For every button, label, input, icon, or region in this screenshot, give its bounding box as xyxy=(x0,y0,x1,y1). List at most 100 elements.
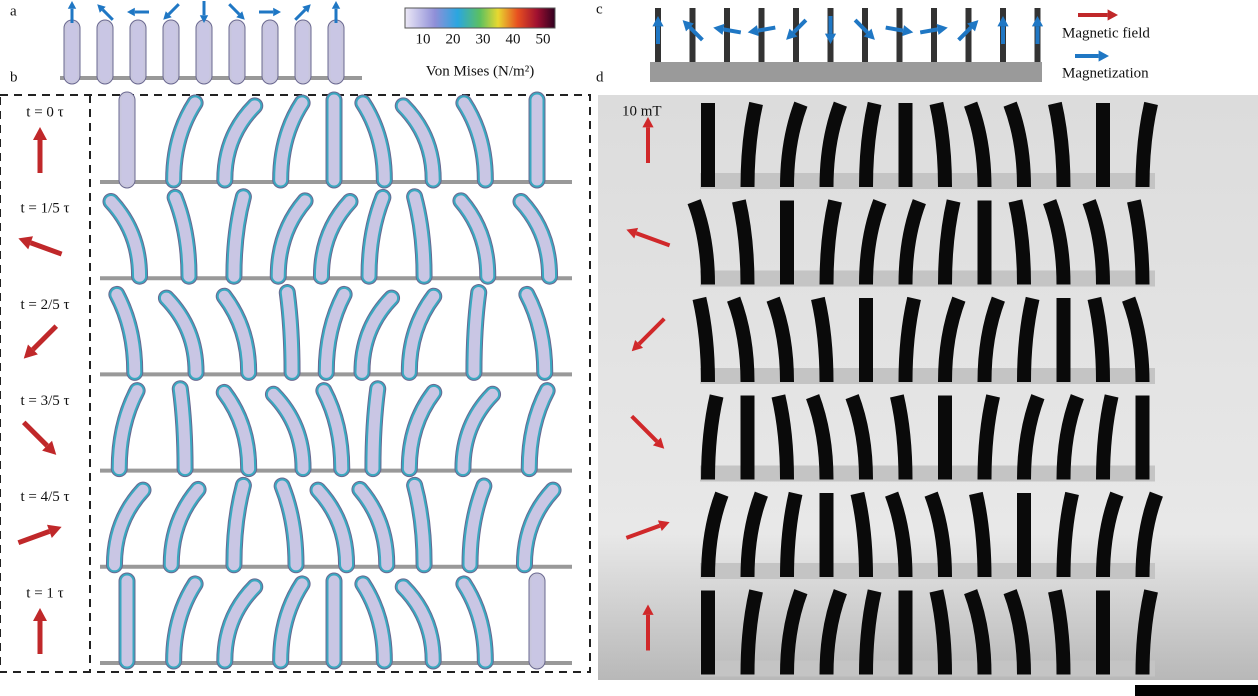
arrow-head xyxy=(1098,50,1109,62)
colorbar-label: Von Mises (N/m²) xyxy=(426,63,534,79)
row-label: t = 4/5 τ xyxy=(20,489,69,505)
pillar xyxy=(409,191,430,282)
arrow-head xyxy=(652,16,664,27)
arrow xyxy=(853,18,869,34)
arrow-head xyxy=(33,127,47,140)
pillar xyxy=(1003,589,1031,675)
arrow-head xyxy=(642,117,654,128)
row-label: t = 2/5 τ xyxy=(20,297,69,313)
pillar xyxy=(929,589,952,675)
pillar xyxy=(218,386,255,475)
arrow-head xyxy=(713,23,725,35)
pillar xyxy=(357,578,390,667)
arrow xyxy=(885,25,904,33)
arrow xyxy=(635,231,671,248)
pillar xyxy=(732,199,755,285)
pillar xyxy=(1017,394,1045,480)
panel-label: b xyxy=(10,69,18,85)
arrow-head xyxy=(642,604,654,615)
arrow-head xyxy=(273,7,281,17)
photo-area xyxy=(598,95,1258,680)
pillar xyxy=(275,578,308,667)
pillar xyxy=(219,581,261,667)
pillar xyxy=(964,101,992,188)
pillar xyxy=(228,191,249,282)
row-label: t = 1/5 τ xyxy=(20,201,69,217)
arrow xyxy=(101,8,114,21)
pillar xyxy=(357,97,390,186)
colorbar-tick: 30 xyxy=(476,31,491,47)
arrow-head xyxy=(1107,9,1118,21)
pillar xyxy=(315,195,356,282)
pillar xyxy=(105,195,146,282)
pillar xyxy=(811,296,834,383)
pillar xyxy=(457,388,499,475)
pillar xyxy=(281,287,298,378)
pillar xyxy=(793,8,799,62)
pillar xyxy=(890,394,913,480)
pillar xyxy=(165,483,204,571)
pillar xyxy=(1082,199,1110,285)
pillar xyxy=(859,199,887,285)
pillar xyxy=(1008,199,1031,285)
pillar xyxy=(806,394,834,480)
pillar xyxy=(898,296,921,383)
pillar xyxy=(111,288,141,378)
substrate xyxy=(650,62,1042,82)
arrow-head xyxy=(682,20,694,32)
pillar xyxy=(885,491,913,578)
pillar xyxy=(1135,101,1158,188)
pillar xyxy=(859,589,882,675)
arrow-head xyxy=(786,28,798,40)
pillar xyxy=(1043,199,1071,285)
pillar xyxy=(397,100,439,186)
pillar xyxy=(692,296,715,383)
pillar xyxy=(518,484,559,571)
pillar xyxy=(689,8,696,62)
pillar xyxy=(964,589,992,675)
pillar xyxy=(780,491,803,578)
arrow-head xyxy=(163,11,172,20)
arrow-head xyxy=(33,608,47,621)
pillar xyxy=(174,383,191,475)
pillar xyxy=(354,483,393,571)
substrate xyxy=(700,660,1155,677)
colorbar-tick: 40 xyxy=(506,31,521,47)
pillar xyxy=(403,290,440,378)
pillar xyxy=(1056,491,1079,578)
pillar xyxy=(740,589,763,675)
pillar xyxy=(458,97,491,186)
row-label: t = 3/5 τ xyxy=(20,393,69,409)
pillar xyxy=(766,296,794,383)
pillar xyxy=(521,288,551,378)
pillar xyxy=(1056,394,1084,480)
arrow-head xyxy=(626,227,639,239)
pillar xyxy=(275,97,308,186)
pillar xyxy=(1048,589,1071,675)
pillar xyxy=(458,578,491,667)
arrow xyxy=(637,317,666,346)
pillar xyxy=(113,385,143,475)
pillar xyxy=(965,8,972,62)
field-strength: 10 mT xyxy=(622,103,662,119)
pillar xyxy=(1135,589,1158,675)
pillar xyxy=(403,386,440,475)
pillar xyxy=(320,288,350,378)
pillar xyxy=(898,199,926,285)
arrow xyxy=(17,529,51,546)
panel-label: c xyxy=(596,1,603,17)
substrate xyxy=(700,465,1155,482)
arrow xyxy=(792,18,808,34)
pillar xyxy=(1127,199,1150,285)
arrow xyxy=(228,3,241,16)
pillar xyxy=(312,484,353,571)
panel-b-frame xyxy=(0,94,591,673)
pillar xyxy=(977,296,1005,383)
arrow-head xyxy=(97,4,106,13)
arrow-head xyxy=(127,7,135,17)
colorbar-tick: 10 xyxy=(416,31,431,47)
pillar xyxy=(160,292,202,378)
pillar xyxy=(168,97,201,186)
pillar xyxy=(276,480,302,571)
pillar xyxy=(397,581,439,667)
